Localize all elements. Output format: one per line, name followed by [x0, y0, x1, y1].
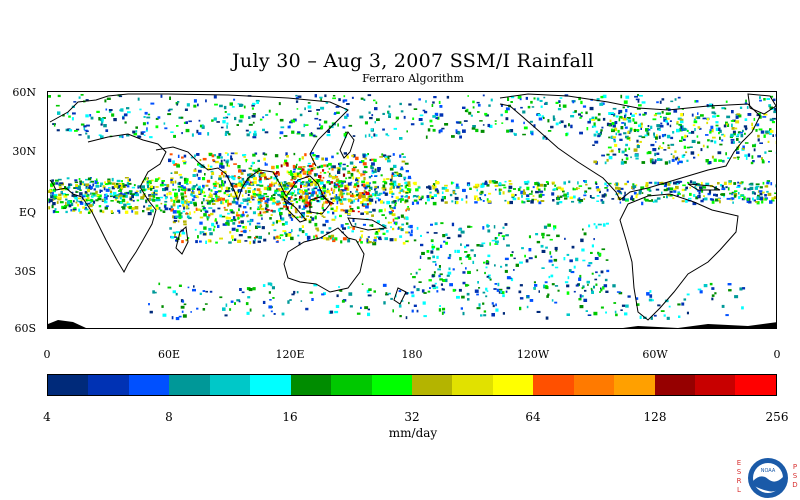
colorbar-tick-16: 16 [282, 410, 298, 424]
lat-label-30s: 30S [14, 265, 36, 278]
antarctica [48, 320, 776, 328]
lat-label-60n: 60N [12, 86, 36, 99]
madagascar-coast [175, 226, 189, 255]
south-america-coast [619, 193, 739, 321]
colorbar-swatch-9 [371, 375, 412, 395]
colorbar-swatch-11 [452, 375, 493, 395]
colorbar-units: mm/day [388, 426, 438, 440]
colorbar-tick-128: 128 [643, 410, 667, 424]
lon-label-180: 180 [401, 348, 423, 361]
colorbar-swatch-16 [654, 375, 695, 395]
colorbar-swatch-10 [411, 375, 453, 395]
colorbar [47, 374, 777, 396]
map-title: July 30 – Aug 3, 2007 SSM/I Rainfall [232, 50, 594, 72]
colorbar-swatch-3 [128, 375, 170, 395]
lon-label-0-right: 0 [773, 348, 781, 361]
lon-label-120w: 120W [516, 348, 550, 361]
colorbar-swatch-15 [614, 375, 655, 395]
lon-label-60w: 60W [642, 348, 668, 361]
eurasia-coast [49, 93, 349, 167]
colorbar-tick-32: 32 [404, 410, 420, 424]
japan-coast [339, 131, 355, 159]
colorbar-swatch-12 [492, 375, 534, 395]
borneo-coast [309, 195, 331, 215]
north-america-coast [499, 93, 761, 201]
colorbar-swatch-7 [290, 375, 332, 395]
greenland-coast [747, 93, 776, 115]
colorbar-tick-64: 64 [525, 410, 541, 424]
africa-coast [49, 133, 167, 274]
australia-coast [283, 227, 365, 293]
rainfall-map [47, 91, 777, 329]
lat-label-60s: 60S [14, 322, 36, 335]
colorbar-tick-4: 4 [43, 410, 51, 424]
lon-label-120e: 120E [275, 348, 305, 361]
antarctica-east [623, 322, 776, 328]
new-zealand-coast [393, 287, 407, 305]
colorbar-swatch-4 [169, 375, 210, 395]
colorbar-swatch-5 [209, 375, 251, 395]
map-subtitle: Ferraro Algorithm [362, 72, 464, 85]
rainfall-layer [48, 94, 776, 321]
map-canvas [48, 93, 776, 328]
lon-label-0-left: 0 [43, 348, 51, 361]
lat-label-eq: EQ [18, 206, 36, 219]
colorbar-swatch-17 [695, 375, 736, 395]
colorbar-swatch-14 [573, 375, 615, 395]
colorbar-swatch-6 [250, 375, 291, 395]
antarctica-west [48, 320, 86, 328]
sumatra-coast [282, 196, 307, 223]
lon-label-60e: 60E [157, 348, 181, 361]
noaa-badge-text: NOAA [761, 468, 776, 474]
coastlines [49, 93, 776, 321]
colorbar-tick-8: 8 [165, 410, 173, 424]
arabia-india-coast [155, 146, 335, 205]
lat-label-30n: 30N [12, 145, 36, 158]
colorbar-swatch-8 [331, 375, 372, 395]
cuba-coast [687, 183, 721, 191]
noaa-logo-icon: NOAA [748, 458, 788, 498]
colorbar-swatch-18 [735, 375, 776, 395]
colorbar-swatch-13 [533, 375, 574, 395]
colorbar-tick-256: 256 [765, 410, 789, 424]
colorbar-swatch-1 [48, 375, 89, 395]
colorbar-swatch-2 [88, 375, 129, 395]
new-guinea-coast [347, 217, 388, 231]
